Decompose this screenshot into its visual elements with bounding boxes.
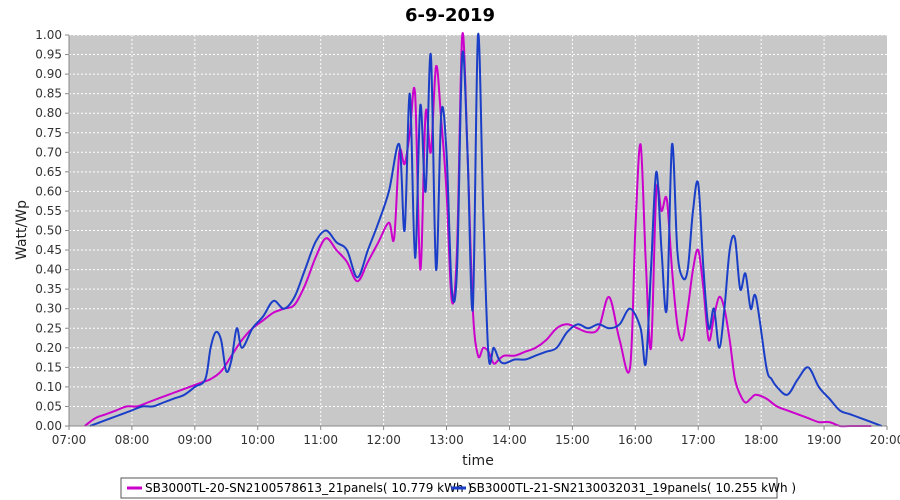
y-tick-label: 0.20	[35, 341, 62, 355]
y-axis-ticks: 0.00 0.05 0.10 0.15 0.20 0.25 0.30 0.35 0.40 0.45…	[35, 28, 69, 433]
y-tick-label: 0.65	[35, 165, 62, 179]
x-tick-label: 15:00	[555, 433, 590, 447]
y-tick-label: 0.55	[35, 204, 62, 218]
x-tick-label: 20:00	[870, 433, 900, 447]
y-tick-label: 0.30	[35, 302, 62, 316]
y-tick-label: 0.95	[35, 48, 62, 62]
x-tick-label: 10:00	[240, 433, 275, 447]
series-lines	[84, 32, 883, 428]
x-tick-label: 12:00	[366, 433, 401, 447]
x-tick-label: 13:00	[429, 433, 464, 447]
y-tick-label: 0.10	[35, 380, 62, 394]
x-tick-label: 17:00	[681, 433, 716, 447]
y-tick-label: 1.00	[35, 28, 62, 42]
y-tick-label: 0.00	[35, 419, 62, 433]
legend-box	[120, 477, 778, 499]
y-tick-label: 0.35	[35, 282, 62, 296]
y-tick-label: 0.75	[35, 126, 62, 140]
grid-lines	[69, 34, 887, 426]
y-tick-label: 0.15	[35, 360, 62, 374]
y-tick-label: 0.80	[35, 106, 62, 120]
legend-label-series-1: SB3000TL-20-SN2100578613_21panels( 10.77…	[145, 481, 472, 495]
legend-label-series-2: SB3000TL-21-SN2130032031_19panels( 10.25…	[469, 481, 796, 495]
x-tick-label: 16:00	[618, 433, 653, 447]
x-tick-label: 19:00	[807, 433, 842, 447]
x-tick-label: 11:00	[303, 433, 338, 447]
y-tick-label: 0.60	[35, 184, 62, 198]
x-tick-label: 07:00	[52, 433, 87, 447]
y-tick-label: 0.70	[35, 145, 62, 159]
x-tick-label: 14:00	[492, 433, 527, 447]
y-tick-label: 0.90	[35, 67, 62, 81]
y-tick-label: 0.50	[35, 224, 62, 238]
y-axis-title: Watt/Wp	[14, 200, 30, 260]
y-tick-label: 0.25	[35, 321, 62, 335]
x-tick-label: 09:00	[178, 433, 213, 447]
y-tick-label: 0.85	[35, 87, 62, 101]
y-tick-label: 0.05	[35, 399, 62, 413]
legend: SB3000TL-20-SN2100578613_21panels( 10.77…	[120, 477, 796, 499]
x-tick-label: 08:00	[115, 433, 150, 447]
series-line-2	[89, 32, 883, 427]
chart-title: 6-9-2019	[405, 5, 495, 26]
x-axis-ticks: 07:00 08:00 09:00 10:00 11:00 12:00 13:00 14:00…	[52, 426, 900, 447]
x-axis-title: time	[462, 453, 494, 469]
y-tick-label: 0.40	[35, 263, 62, 277]
y-tick-label: 0.45	[35, 243, 62, 257]
x-tick-label: 18:00	[744, 433, 779, 447]
